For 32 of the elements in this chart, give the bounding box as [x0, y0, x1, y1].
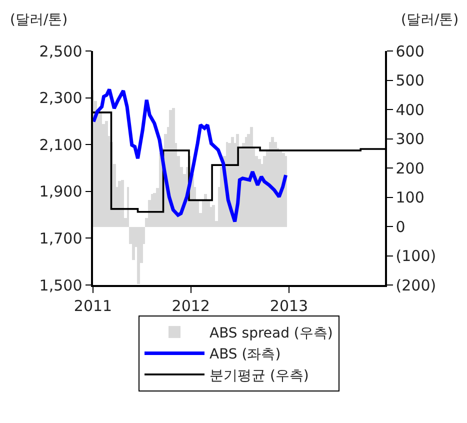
legend-label: ABS (좌측): [210, 346, 281, 363]
bar: [137, 227, 140, 284]
y-tick-label: 2,300: [39, 89, 82, 108]
y-tick-label: 1,500: [39, 276, 82, 294]
y-tick-label: 2,100: [39, 136, 82, 154]
bar: [212, 205, 215, 227]
y2-axis-title: (달러/톤): [401, 12, 459, 28]
y2-tick-label: 200: [396, 159, 424, 178]
bar: [127, 187, 129, 227]
x-tick-label: 2011: [74, 296, 112, 315]
y2-tick-label: 500: [396, 72, 424, 90]
y2-tick-label: 400: [396, 100, 424, 119]
line-series: [93, 88, 288, 224]
y2-tick-label: 100: [396, 188, 424, 206]
bar: [121, 180, 124, 227]
x-tick-label: 2012: [172, 296, 210, 315]
x-tick-label: 2013: [270, 296, 308, 315]
y2-tick-label: 300: [396, 130, 424, 148]
y-axis-title: (달러/톤): [10, 12, 68, 28]
y-tick-label: 1,700: [39, 229, 82, 248]
bar: [172, 108, 175, 227]
legend-label: ABS spread (우측): [210, 325, 333, 342]
bar: [285, 156, 287, 227]
y2-tick-label: 600: [396, 42, 424, 60]
bar: [250, 127, 253, 227]
y-tick-label: 1,900: [39, 182, 82, 201]
y2-tick-label: (100): [396, 247, 436, 265]
y2-tick-label: (200): [396, 276, 436, 294]
y2-tick-label: 0: [396, 218, 406, 236]
bar: [132, 227, 135, 260]
legend-label: 분기평균 (우측): [210, 368, 309, 384]
y-tick-label: 2,500: [39, 42, 82, 60]
